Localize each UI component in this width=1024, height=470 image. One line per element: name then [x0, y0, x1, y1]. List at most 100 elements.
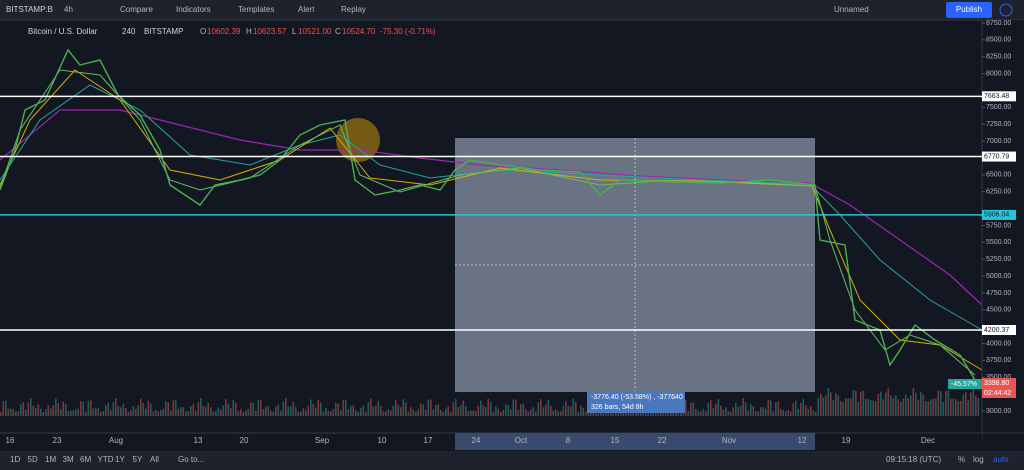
- range-button[interactable]: 5D: [28, 455, 38, 464]
- x-tick-label: 10: [378, 436, 387, 445]
- play-button[interactable]: [999, 3, 1013, 17]
- range-button[interactable]: 3M: [63, 455, 74, 464]
- alert[interactable]: Alert: [298, 5, 315, 14]
- overlays: 3000.00 3500.00 3750.00 4000.00 4500.00 4750.…: [0, 20, 1016, 445]
- volume-bar: [60, 409, 62, 416]
- volume-bar: [205, 406, 207, 416]
- auto-toggle[interactable]: auto: [993, 455, 1009, 464]
- volume-bar: [762, 407, 765, 416]
- range-button[interactable]: 5Y: [133, 455, 143, 464]
- volume-bar: [547, 399, 550, 416]
- price-candles: [0, 48, 976, 381]
- volume-bar: [950, 398, 952, 416]
- volume-bar: [977, 397, 980, 416]
- volume-bar: [420, 403, 422, 416]
- volume-bar: [817, 397, 820, 416]
- volume-bar: [167, 402, 170, 416]
- volume-bar: [857, 401, 860, 416]
- volume-bar: [410, 407, 412, 416]
- volume-bar: [935, 398, 937, 416]
- volume-bar: [477, 405, 480, 416]
- volume-bar: [537, 402, 540, 416]
- measure-time-range: [455, 433, 815, 450]
- level-tag: [982, 151, 1016, 162]
- range-button[interactable]: 1M: [45, 455, 56, 464]
- x-tick-label: Aug: [109, 436, 123, 445]
- layout-name[interactable]: Unnamed: [834, 5, 869, 14]
- volume-bar: [527, 411, 530, 416]
- volume-bar: [967, 399, 970, 416]
- volume-bar: [670, 411, 672, 416]
- volume-bar: [535, 411, 537, 416]
- volume-bar: [940, 391, 942, 416]
- volume-bar: [822, 397, 825, 416]
- publish-button[interactable]: [946, 2, 992, 18]
- volume-bar: [752, 406, 755, 416]
- symbol[interactable]: BITSTAMP:B: [6, 5, 53, 14]
- volume-bar: [825, 395, 827, 416]
- volume-bar: [282, 402, 285, 416]
- volume-bar: [475, 410, 477, 416]
- y-tick-label: 7500.00: [986, 104, 1011, 111]
- volume-bar: [797, 408, 800, 416]
- range-button[interactable]: 1D: [10, 455, 20, 464]
- volume-bar: [430, 399, 432, 416]
- volume-bar: [487, 398, 490, 416]
- volume-bar: [892, 398, 895, 416]
- volume-bar: [285, 398, 287, 416]
- open: 10602.39: [207, 27, 241, 36]
- level-label: 5906.04: [984, 212, 1009, 219]
- volume-bar: [530, 409, 532, 416]
- indicators[interactable]: Indicators: [176, 5, 211, 14]
- volume-bar: [342, 399, 345, 416]
- volume-bar: [297, 411, 300, 416]
- range-button[interactable]: 6M: [80, 455, 91, 464]
- volume-bar: [572, 398, 575, 416]
- volume-bar: [620, 411, 622, 416]
- ma-fast: [0, 69, 976, 376]
- volume-bar: [372, 406, 375, 416]
- volume-bar: [505, 404, 507, 416]
- goto[interactable]: Go to...: [178, 455, 204, 464]
- y-tick-label: 8500.00: [986, 37, 1011, 44]
- symbol-name: Bitcoin / U.S. Dollar: [28, 27, 98, 36]
- volume-bar: [815, 411, 817, 416]
- volume-bar: [772, 411, 775, 416]
- volume-bar: [747, 410, 750, 416]
- x-tick-label: Sep: [315, 436, 330, 445]
- volume-bar: [875, 401, 877, 416]
- interval[interactable]: 4h: [64, 5, 73, 14]
- volume-bar: [397, 404, 400, 416]
- volume-bar: [490, 402, 492, 416]
- volume-bar: [367, 402, 370, 416]
- volume-bar: [687, 410, 690, 416]
- volume-bar: [20, 404, 22, 416]
- x-tick-label: Nov: [722, 436, 736, 445]
- volume-bar: [50, 408, 52, 416]
- range-button[interactable]: YTD: [98, 455, 114, 464]
- volume-bar: [112, 402, 115, 416]
- volume-bar: [827, 388, 830, 416]
- templates[interactable]: Templates: [238, 5, 274, 14]
- x-tick-label: 16: [6, 436, 15, 445]
- volume-bar: [402, 399, 405, 416]
- x-tick-label: 24: [472, 436, 481, 445]
- percent-toggle[interactable]: %: [958, 455, 965, 464]
- volume-bar: [717, 399, 720, 416]
- change: -75.30 (-0.71%): [380, 27, 436, 36]
- log-toggle[interactable]: log: [973, 455, 984, 464]
- volume-bar: [925, 401, 927, 416]
- volume-bar: [165, 401, 167, 416]
- compare[interactable]: Compare: [120, 5, 153, 14]
- range-button[interactable]: 1Y: [115, 455, 125, 464]
- range-button[interactable]: All: [150, 455, 159, 464]
- l-label: L: [292, 27, 297, 36]
- replay[interactable]: Replay: [341, 5, 366, 14]
- volume-bar: [517, 409, 520, 416]
- volume-bar: [735, 402, 737, 416]
- volume-bar: [237, 411, 240, 416]
- volume-bar: [25, 409, 27, 416]
- legend-interval: 240: [122, 27, 136, 36]
- volume-bar: [885, 392, 887, 416]
